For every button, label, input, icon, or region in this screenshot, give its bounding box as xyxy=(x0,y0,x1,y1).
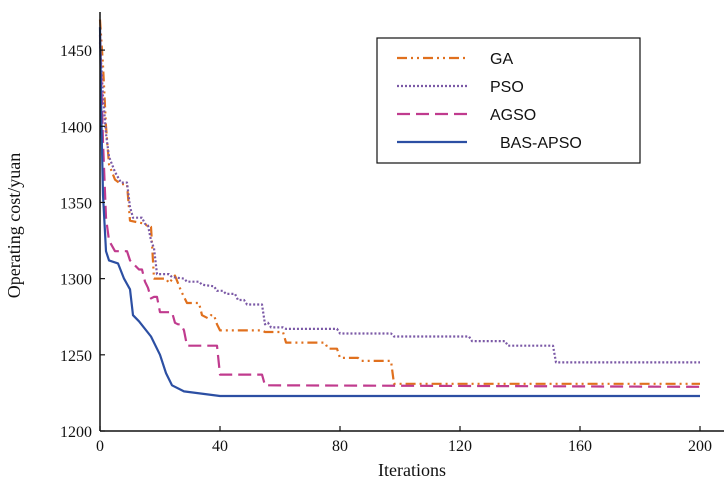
x-tick-label-2: 80 xyxy=(332,438,348,455)
axes-layer: 0 40 80 120 160 200 1200 1250 1300 1350 1400 1450 xyxy=(60,12,724,455)
y-tick-label-5: 1450 xyxy=(60,43,92,60)
series-line-2 xyxy=(98,34,701,388)
x-tick-label-0: 0 xyxy=(96,438,104,455)
legend-label-3: BAS-APSO xyxy=(500,135,582,152)
legend-label-2: AGSO xyxy=(490,107,536,124)
x-axis-label: Iterations xyxy=(378,460,446,480)
series-layer xyxy=(98,19,701,398)
series-line-0 xyxy=(98,19,700,385)
x-tick-label-4: 160 xyxy=(568,438,592,455)
series-line-3 xyxy=(98,27,700,398)
legend-label-1: PSO xyxy=(490,79,524,96)
y-tick-label-0: 1200 xyxy=(60,424,92,441)
x-tick-label-5: 200 xyxy=(688,438,712,455)
legend: GA PSO AGSO BAS-APSO xyxy=(376,37,641,164)
x-tick-label-1: 40 xyxy=(212,438,228,455)
y-tick-label-3: 1350 xyxy=(60,195,92,212)
y-tick-label-2: 1300 xyxy=(60,272,92,289)
y-axis-label: Operating cost/yuan xyxy=(4,153,24,298)
y-tick-label-4: 1400 xyxy=(60,119,92,136)
y-tick-label-1: 1250 xyxy=(60,348,92,365)
legend-label-0: GA xyxy=(490,51,513,68)
x-tick-label-3: 120 xyxy=(448,438,472,455)
